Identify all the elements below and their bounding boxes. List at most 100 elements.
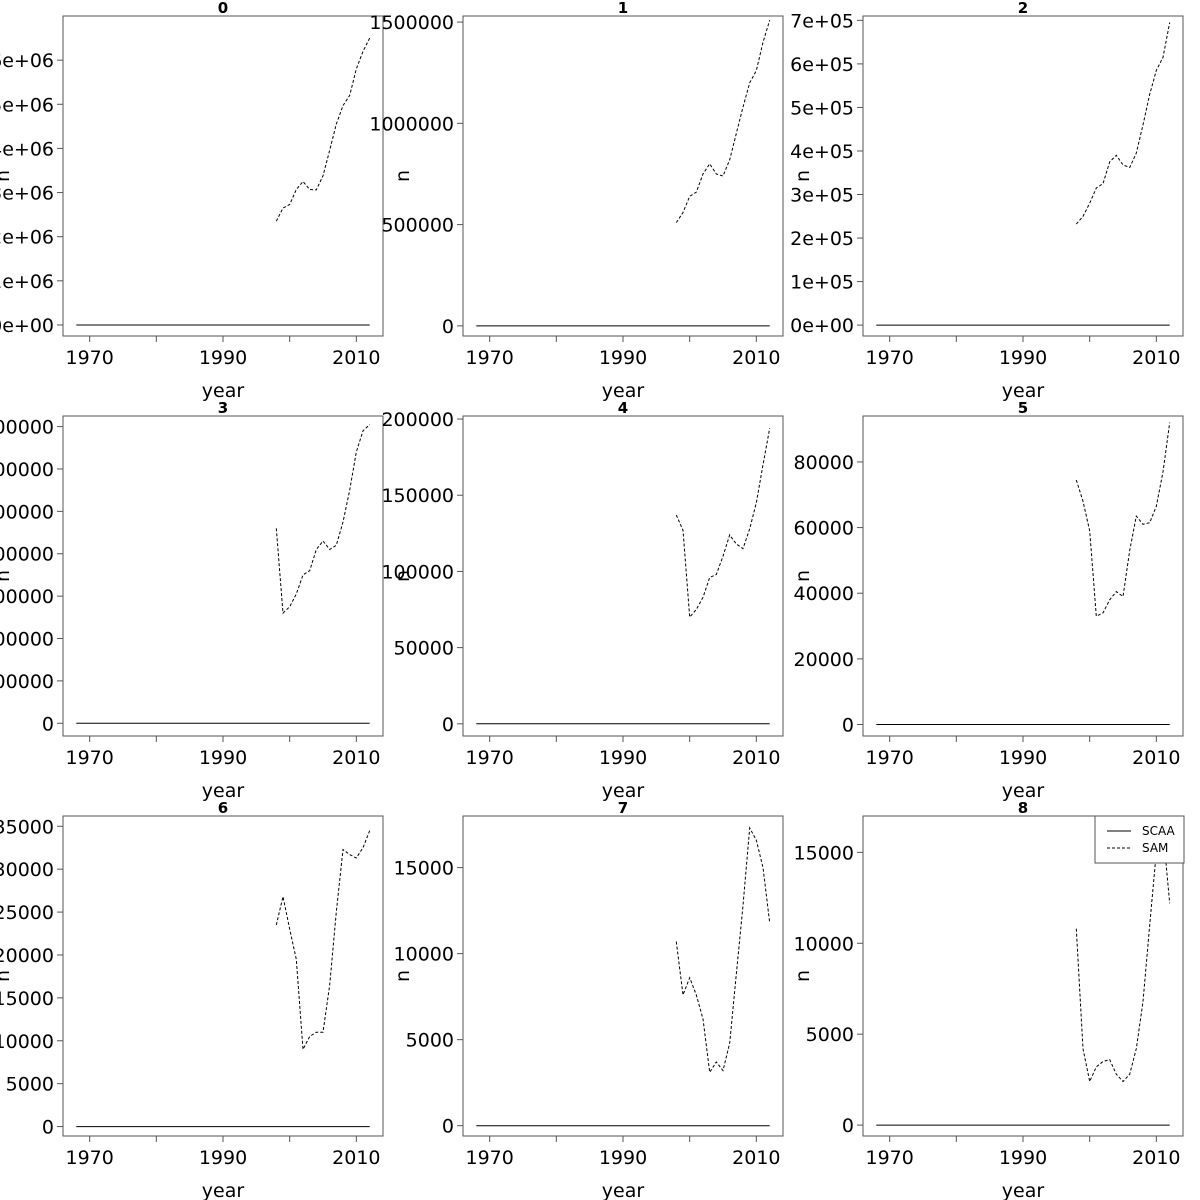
y-tick-label: 80000 [794,452,854,474]
y-tick-label: 5000 [806,1024,854,1046]
panel-title: 8 [1018,799,1028,817]
x-tick-label: 1970 [465,347,513,369]
x-tick-label: 2010 [1132,747,1180,769]
panel-6: 6 1970 1990 2010 0 5000 10000 15000 20000 25000 30… [0,799,384,1200]
x-tick-label: 1970 [465,747,513,769]
y-tick-label: 35000 [0,816,54,838]
plot-frame [462,15,784,337]
x-tick-label: 1990 [999,1147,1047,1169]
x-tick-label: 2010 [1132,1147,1180,1169]
x-axis-label: year [1002,380,1045,402]
y-tick-label: 20000 [794,649,854,671]
y-axis-label: n [0,570,14,582]
y-tick-label: 10000 [0,1031,54,1053]
y-tick-label: 15000 [0,988,54,1010]
panel-2: 2 1970 1990 2010 0e+00 1e+05 2e+05 3e+05 4e+05 5e… [790,0,1184,402]
series-line-sam [675,19,771,223]
panel-3: 3 1970 1990 2010 0 100000 200000 300000 400000 50… [0,399,384,802]
panel-title: 2 [1018,0,1028,17]
y-tick-label: 500000 [381,215,454,237]
legend: SCAA SAM [1094,815,1185,864]
y-tick-label: 0e+00 [790,315,854,337]
x-axis-label: year [602,1180,645,1200]
y-tick-label: 50000 [394,638,454,660]
y-axis-label: n [392,970,414,982]
y-tick-label: 15000 [394,858,454,880]
panel-title: 1 [618,0,628,17]
panel-title: 3 [218,399,228,417]
y-tick-label: 10000 [394,944,454,966]
x-tick-label: 1990 [599,1147,647,1169]
x-tick-label: 1990 [199,347,247,369]
x-tick-label: 1970 [865,747,913,769]
y-tick-label: 15000 [794,842,854,864]
y-tick-label: 500000 [0,501,54,523]
x-tick-label: 2010 [732,347,780,369]
y-axis-label: n [792,170,814,182]
y-tick-label: 1500000 [369,12,454,34]
y-tick-label: 100000 [381,561,454,583]
y-tick-label: 0 [442,316,454,338]
panel-title: 4 [618,399,628,417]
y-tick-label: 200000 [381,409,454,431]
y-tick-label: 60000 [794,518,854,540]
y-tick-label: 3e+05 [790,185,854,207]
panel-4: 4 1970 1990 2010 0 50000 100000 150000 200000 yea… [381,399,784,802]
y-tick-label: 0 [842,1115,854,1137]
x-tick-label: 1970 [65,1147,113,1169]
panel-title: 5 [1018,399,1028,417]
x-axis-label: year [202,380,245,402]
series-line-sam [1075,22,1171,225]
y-tick-label: 3e+06 [0,183,54,205]
series-line-sam [1075,422,1171,617]
y-tick-label: 300000 [0,586,54,608]
x-tick-label: 2010 [732,1147,780,1169]
plot-frame [462,415,784,737]
y-tick-label: 10000 [794,933,854,955]
legend-label: SCAA [1142,824,1176,838]
panel-title: 7 [618,799,628,817]
y-tick-label: 5e+06 [0,94,54,116]
y-tick-label: 0 [842,715,854,737]
plot-frame [62,15,384,337]
panel-0: 0 1970 1990 2010 0e+00 1e+06 2e+06 3e+06 4e+06 5e… [0,0,384,402]
series-line-sam [275,830,371,1052]
x-tick-label: 2010 [332,1147,380,1169]
y-tick-label: 0 [442,1116,454,1138]
y-tick-label: 6e+05 [790,54,854,76]
legend-box [1094,815,1185,864]
legend-label: SAM [1142,841,1168,855]
x-tick-label: 1970 [65,747,113,769]
y-axis-label: n [792,570,814,582]
x-tick-label: 1990 [599,347,647,369]
y-tick-label: 1e+06 [0,271,54,293]
y-tick-label: 0 [442,714,454,736]
series-line-sam [1075,830,1171,1084]
y-tick-label: 600000 [0,459,54,481]
panel-1: 1 1970 1990 2010 0 500000 1000000 1500000 year n [369,0,784,402]
y-tick-label: 400000 [0,544,54,566]
x-tick-label: 1990 [599,747,647,769]
y-tick-label: 7e+05 [790,10,854,32]
y-tick-label: 2e+05 [790,228,854,250]
y-axis-label: n [392,170,414,182]
x-tick-label: 1970 [465,1147,513,1169]
y-tick-label: 2e+06 [0,227,54,249]
x-tick-label: 2010 [1132,347,1180,369]
y-tick-label: 1000000 [369,113,454,135]
y-tick-label: 4e+06 [0,138,54,160]
x-tick-label: 1990 [199,747,247,769]
plot-frame [862,815,1184,1137]
y-axis-label: n [0,970,14,982]
x-tick-label: 1970 [65,347,113,369]
plot-frame [862,415,1184,737]
y-tick-label: 5000 [6,1074,54,1096]
plot-frame [62,815,384,1137]
x-axis-label: year [202,780,245,802]
y-tick-label: 5e+05 [790,97,854,119]
x-tick-label: 2010 [332,347,380,369]
y-axis-label: n [392,570,414,582]
series-line-sam [675,826,771,1074]
series-line-sam [275,424,371,615]
